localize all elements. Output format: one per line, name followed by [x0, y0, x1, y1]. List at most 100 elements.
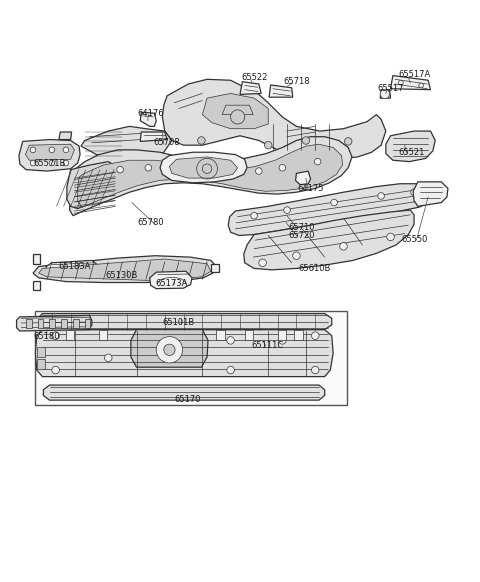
Circle shape — [411, 189, 417, 196]
Polygon shape — [240, 81, 261, 94]
Polygon shape — [66, 329, 74, 340]
Text: 65780: 65780 — [137, 218, 164, 228]
Polygon shape — [37, 359, 45, 368]
Polygon shape — [61, 319, 67, 328]
Text: 65718: 65718 — [283, 77, 310, 86]
Circle shape — [203, 164, 212, 173]
Polygon shape — [222, 105, 253, 115]
Polygon shape — [37, 347, 45, 357]
Text: 65708: 65708 — [154, 139, 180, 147]
Circle shape — [312, 366, 319, 374]
Circle shape — [378, 193, 384, 199]
Polygon shape — [211, 264, 219, 272]
Polygon shape — [43, 385, 324, 400]
Text: 64176: 64176 — [137, 109, 164, 118]
Polygon shape — [228, 184, 432, 236]
Circle shape — [227, 366, 234, 374]
Text: 65571B: 65571B — [33, 159, 66, 169]
Polygon shape — [59, 132, 72, 140]
Circle shape — [259, 259, 266, 267]
Polygon shape — [99, 329, 108, 340]
Circle shape — [117, 166, 123, 173]
Polygon shape — [294, 329, 302, 340]
Polygon shape — [49, 319, 55, 328]
Polygon shape — [216, 329, 225, 340]
Polygon shape — [169, 157, 238, 178]
Circle shape — [230, 110, 245, 124]
Circle shape — [419, 83, 423, 88]
Polygon shape — [78, 144, 343, 207]
Circle shape — [398, 80, 403, 85]
Circle shape — [164, 344, 175, 356]
Text: 65610B: 65610B — [298, 264, 331, 274]
Circle shape — [293, 252, 300, 260]
Polygon shape — [391, 76, 431, 90]
Polygon shape — [67, 162, 119, 209]
FancyBboxPatch shape — [36, 311, 347, 405]
Circle shape — [52, 332, 60, 339]
Circle shape — [52, 366, 60, 374]
Polygon shape — [19, 140, 80, 171]
Text: 65517A: 65517A — [398, 70, 430, 79]
Circle shape — [63, 147, 69, 152]
Circle shape — [314, 158, 321, 165]
Circle shape — [105, 354, 112, 361]
Circle shape — [331, 199, 337, 206]
Polygon shape — [33, 255, 216, 282]
Polygon shape — [160, 152, 247, 183]
Polygon shape — [37, 314, 332, 329]
Circle shape — [302, 137, 310, 144]
Polygon shape — [26, 319, 32, 328]
Polygon shape — [386, 131, 435, 162]
Text: 65550: 65550 — [402, 235, 428, 244]
Circle shape — [387, 233, 394, 241]
Circle shape — [251, 212, 257, 219]
Circle shape — [340, 243, 347, 250]
Polygon shape — [33, 254, 40, 264]
Circle shape — [156, 336, 182, 363]
Polygon shape — [203, 94, 268, 129]
Text: 65111C: 65111C — [251, 340, 283, 350]
Polygon shape — [140, 132, 167, 141]
Polygon shape — [73, 319, 79, 328]
Circle shape — [380, 89, 390, 98]
Circle shape — [264, 141, 272, 149]
Text: 65101B: 65101B — [163, 318, 195, 328]
Polygon shape — [296, 171, 311, 184]
Circle shape — [227, 336, 234, 344]
Polygon shape — [39, 259, 211, 281]
Polygon shape — [380, 90, 391, 98]
Text: 65180: 65180 — [33, 332, 60, 340]
Circle shape — [145, 165, 152, 171]
Polygon shape — [46, 260, 98, 276]
Polygon shape — [150, 271, 192, 289]
Polygon shape — [70, 137, 352, 216]
Polygon shape — [245, 329, 253, 340]
Text: 65720: 65720 — [288, 231, 314, 240]
Circle shape — [312, 332, 319, 339]
Text: 65170: 65170 — [174, 395, 201, 404]
Polygon shape — [140, 112, 156, 126]
Text: 65517: 65517 — [377, 84, 404, 93]
Circle shape — [49, 160, 55, 166]
Circle shape — [198, 137, 205, 144]
Text: 65521: 65521 — [398, 148, 425, 157]
Polygon shape — [16, 315, 92, 331]
Text: 65522: 65522 — [241, 73, 267, 83]
Circle shape — [63, 160, 69, 166]
Circle shape — [255, 168, 262, 175]
Polygon shape — [244, 210, 414, 270]
Circle shape — [278, 336, 286, 344]
Polygon shape — [25, 144, 74, 160]
Text: 64175: 64175 — [297, 184, 324, 193]
Polygon shape — [413, 182, 448, 207]
Text: 65710: 65710 — [288, 223, 314, 232]
Circle shape — [49, 147, 55, 152]
Polygon shape — [81, 126, 172, 159]
Circle shape — [284, 207, 290, 214]
Text: 65173A: 65173A — [156, 279, 188, 288]
Polygon shape — [38, 319, 43, 328]
Text: 65130B: 65130B — [105, 271, 138, 280]
Polygon shape — [131, 329, 208, 367]
Polygon shape — [36, 329, 333, 377]
